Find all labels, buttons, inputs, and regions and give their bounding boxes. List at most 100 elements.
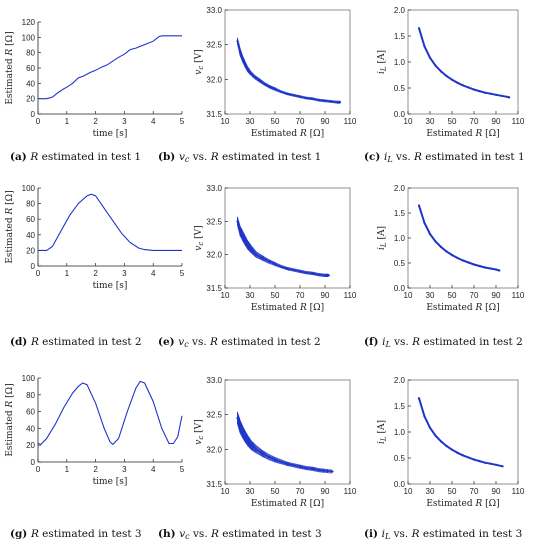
x-tick-label: 10	[404, 291, 413, 300]
y-tick-label: 120	[22, 18, 36, 27]
panel-b: 10 30 50 70 90 110 31.5 32.0 32.5 33.0 Estimated R…	[158, 6, 357, 164]
data-point	[428, 426, 432, 429]
y-tick-label: 1.0	[394, 234, 406, 243]
data-point	[483, 266, 487, 269]
y-tick-label: 32.0	[206, 445, 222, 454]
data-point	[323, 274, 327, 277]
x-tick-label: 110	[344, 117, 357, 126]
data-point	[501, 465, 504, 468]
y-tick-label: 31.5	[206, 480, 222, 489]
y-tick-label: 60	[26, 215, 35, 224]
series-line	[38, 35, 182, 100]
y-axis-label: iL [A]	[377, 420, 388, 444]
y-tick-label: 1.5	[394, 32, 406, 41]
data-point	[494, 93, 498, 96]
panel-h: 10 30 50 70 90 110 31.5 32.0 32.5 33.0 Estimated R…	[158, 376, 357, 541]
data-point	[461, 454, 465, 457]
x-tick-label: 90	[321, 117, 330, 126]
data-point	[311, 467, 314, 470]
y-tick-label: 32.5	[206, 411, 222, 420]
data-point	[255, 448, 258, 451]
data-point	[317, 273, 320, 276]
x-tick-label: 2	[93, 465, 98, 474]
y-tick-label: 33.0	[206, 6, 222, 15]
data-point	[423, 415, 426, 418]
data-point	[500, 94, 503, 97]
panel-g: 0 1 2 3 4 5 0 20 40 60 80 100 time [s] Estimated R [Ω…	[5, 374, 185, 540]
data-point	[338, 101, 342, 104]
y-tick-label: 32.0	[206, 251, 222, 260]
x-tick-label: 5	[180, 117, 185, 126]
y-tick-label: 40	[26, 79, 35, 88]
data-point	[330, 100, 333, 103]
data-point	[456, 451, 459, 454]
x-tick-label: 10	[221, 117, 230, 126]
plot-frame	[224, 9, 351, 115]
data-point	[417, 204, 421, 207]
plot-frame	[407, 187, 519, 289]
data-point	[280, 460, 283, 463]
x-tick-label: 90	[492, 117, 501, 126]
data-point	[461, 259, 465, 262]
x-tick-label: 3	[122, 117, 127, 126]
x-axis-label: time [s]	[93, 129, 128, 139]
panel-e: 10 30 50 70 90 110 31.5 32.0 32.5 33.0 Estimated R…	[158, 184, 357, 349]
plot-frame	[224, 187, 351, 289]
data-point	[242, 236, 245, 240]
data-point	[238, 50, 242, 53]
data-point	[434, 64, 437, 67]
x-tick-label: 110	[512, 117, 525, 126]
y-tick-label: 33.0	[206, 376, 222, 385]
data-point	[483, 461, 487, 464]
data-point	[494, 463, 498, 466]
x-axis-label: Estimated R [Ω]	[251, 129, 324, 139]
data-point	[498, 269, 501, 272]
y-tick-label: 1.5	[394, 209, 406, 218]
data-point	[478, 264, 481, 268]
x-tick-label: 4	[151, 117, 156, 126]
data-point	[238, 425, 242, 428]
caption-c: (c) iL vs. R estimated in test 1	[364, 151, 525, 164]
data-point	[478, 90, 481, 93]
data-point	[246, 439, 249, 442]
data-point	[286, 267, 289, 270]
caption-a: (a) R estimated in test 1	[10, 151, 141, 163]
y-tick-label: 32.0	[206, 75, 222, 84]
data-point	[323, 469, 327, 472]
data-point	[323, 99, 327, 102]
data-point	[298, 465, 302, 468]
data-point	[456, 256, 459, 260]
y-tick-label: 40	[26, 231, 35, 240]
x-tick-label: 30	[246, 487, 255, 496]
panel-a: 0 1 2 3 4 5 0 20 40 60 80 100 120 time [s] Estimated R…	[5, 18, 185, 163]
data-point	[250, 444, 253, 447]
y-tick-label: 0.0	[394, 480, 406, 489]
y-tick-label: 100	[22, 374, 36, 383]
data-point	[423, 45, 426, 48]
series-line	[38, 193, 182, 251]
x-tick-label: 10	[221, 487, 230, 496]
data-point	[236, 417, 239, 420]
data-point	[445, 74, 448, 78]
x-tick-label: 2	[93, 269, 98, 278]
y-tick-label: 0.0	[394, 284, 406, 293]
x-tick-label: 3	[122, 465, 127, 474]
y-tick-label: 0.5	[394, 454, 406, 463]
x-tick-label: 90	[321, 487, 330, 496]
y-axis-label: Estimated R [Ω]	[5, 190, 15, 263]
data-point	[305, 467, 308, 470]
data-point	[261, 452, 264, 455]
x-axis-label: time [s]	[93, 281, 128, 291]
data-point	[317, 469, 320, 472]
x-tick-label: 110	[344, 487, 357, 496]
panel-d: 0 1 2 3 4 5 0 20 40 60 80 100 time [s] Estimated R [Ω…	[5, 184, 185, 348]
x-tick-label: 110	[344, 291, 357, 300]
data-point	[434, 240, 437, 243]
data-point	[292, 268, 295, 272]
x-tick-label: 10	[404, 117, 413, 126]
data-point	[445, 250, 448, 253]
y-tick-label: 0	[31, 458, 36, 467]
x-tick-label: 5	[180, 269, 185, 278]
data-point	[428, 56, 432, 59]
x-axis-label: Estimated R [Ω]	[426, 303, 499, 313]
